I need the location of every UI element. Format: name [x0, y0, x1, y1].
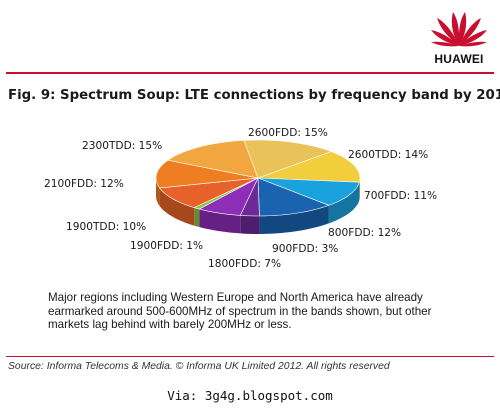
- top-rule: [6, 72, 494, 74]
- pie-slice-800fdd: [257, 177, 330, 217]
- pie-side-700fdd: [328, 182, 360, 224]
- slice-label-2600fdd: 2600FDD: 15%: [248, 127, 328, 139]
- pie-slice-700fdd: [257, 177, 360, 206]
- slice-label-1800fdd: 1800FDD: 7%: [208, 258, 281, 270]
- slice-label-700fdd: 700FDD: 11%: [364, 190, 437, 202]
- slice-label-1900tdd: 1900TDD: 10%: [66, 221, 146, 233]
- pie-side-2100fdd: [156, 178, 160, 206]
- slice-label-2100fdd: 2100FDD: 12%: [44, 178, 124, 190]
- pie-slice-1800fdd: [198, 177, 259, 216]
- via-credit: Via: 3g4g.blogspot.com: [167, 388, 333, 403]
- brand-name: HUAWEI: [434, 52, 484, 66]
- slice-label-800fdd: 800FDD: 12%: [328, 227, 401, 239]
- source-line: Source: Informa Telecoms & Media. © Info…: [8, 361, 390, 372]
- pie-side-1900tdd: [159, 187, 195, 226]
- pie-slices: [155, 139, 361, 234]
- pie-side-1800fdd: [199, 209, 241, 234]
- pie-slice-1900tdd: [158, 177, 259, 208]
- pie-chart: 2600FDD: 15% 2600TDD: 14% 700FDD: 11% 800FD…: [44, 127, 437, 270]
- pie-slice-2600tdd: [257, 151, 361, 183]
- pie-slice-2600fdd: [243, 139, 333, 179]
- pie-side-1900fdd: [194, 207, 200, 228]
- slice-label-1900fdd: 1900FDD: 1%: [130, 240, 203, 252]
- slice-label-900fdd: 900FDD: 3%: [272, 243, 338, 255]
- pie-side-800fdd: [259, 205, 329, 234]
- pie-slice-2300tdd: [167, 140, 259, 179]
- slice-label-2600tdd: 2600TDD: 14%: [348, 149, 428, 161]
- pie-slice-2100fdd: [155, 159, 259, 189]
- slice-label-2300tdd: 2300TDD: 15%: [82, 140, 162, 152]
- bottom-rule: [6, 356, 494, 357]
- chart-title: Fig. 9: Spectrum Soup: LTE connections b…: [8, 88, 500, 103]
- pie-side-2600tdd: [359, 178, 360, 201]
- chart-note: Major regions including Western Europe a…: [48, 291, 432, 332]
- pie-side-900fdd: [240, 215, 260, 234]
- huawei-logo-icon: [431, 12, 487, 47]
- pie-labels: 2600FDD: 15% 2600TDD: 14% 700FDD: 11% 800FD…: [44, 127, 437, 270]
